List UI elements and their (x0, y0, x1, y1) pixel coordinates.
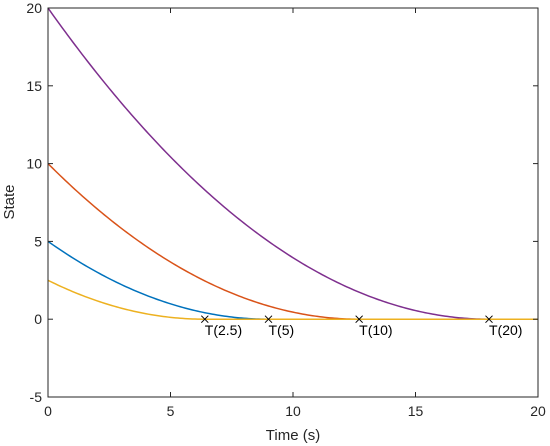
series-line (47, 7, 538, 320)
series-line (47, 279, 538, 320)
cross-marker (200, 315, 209, 324)
y-tick-label: 15 (26, 78, 42, 94)
x-tick-label: 10 (285, 403, 301, 419)
cross-marker (485, 315, 493, 324)
annotation-markers: T(2.5) T(5) T(10) T(20) (200, 315, 522, 338)
annotation-label: T(20) (489, 322, 522, 338)
x-tick-label: 15 (408, 403, 424, 419)
annotation-label: T(10) (359, 322, 392, 338)
y-tick-label: 5 (34, 233, 42, 249)
cross-marker (264, 315, 273, 324)
x-tick-label: 20 (530, 403, 546, 419)
annotation-label: T(5) (269, 322, 295, 338)
y-tick-label: 20 (26, 0, 42, 16)
y-tick-label: 10 (26, 156, 42, 172)
annotation-label: T(2.5) (205, 322, 242, 338)
x-tick-label: 0 (44, 403, 52, 419)
x-axis-label: Time (s) (266, 427, 320, 444)
y-tick-label: 0 (34, 311, 42, 327)
x-axis: 0 5 10 15 20 (44, 8, 546, 419)
y-axis: -5 0 5 10 15 20 (26, 0, 538, 405)
series-lines (47, 7, 538, 320)
plot-background (48, 8, 538, 397)
y-axis-label: State (1, 184, 18, 219)
y-tick-label: -5 (30, 389, 43, 405)
cross-marker (355, 315, 364, 324)
x-tick-label: 5 (167, 403, 175, 419)
